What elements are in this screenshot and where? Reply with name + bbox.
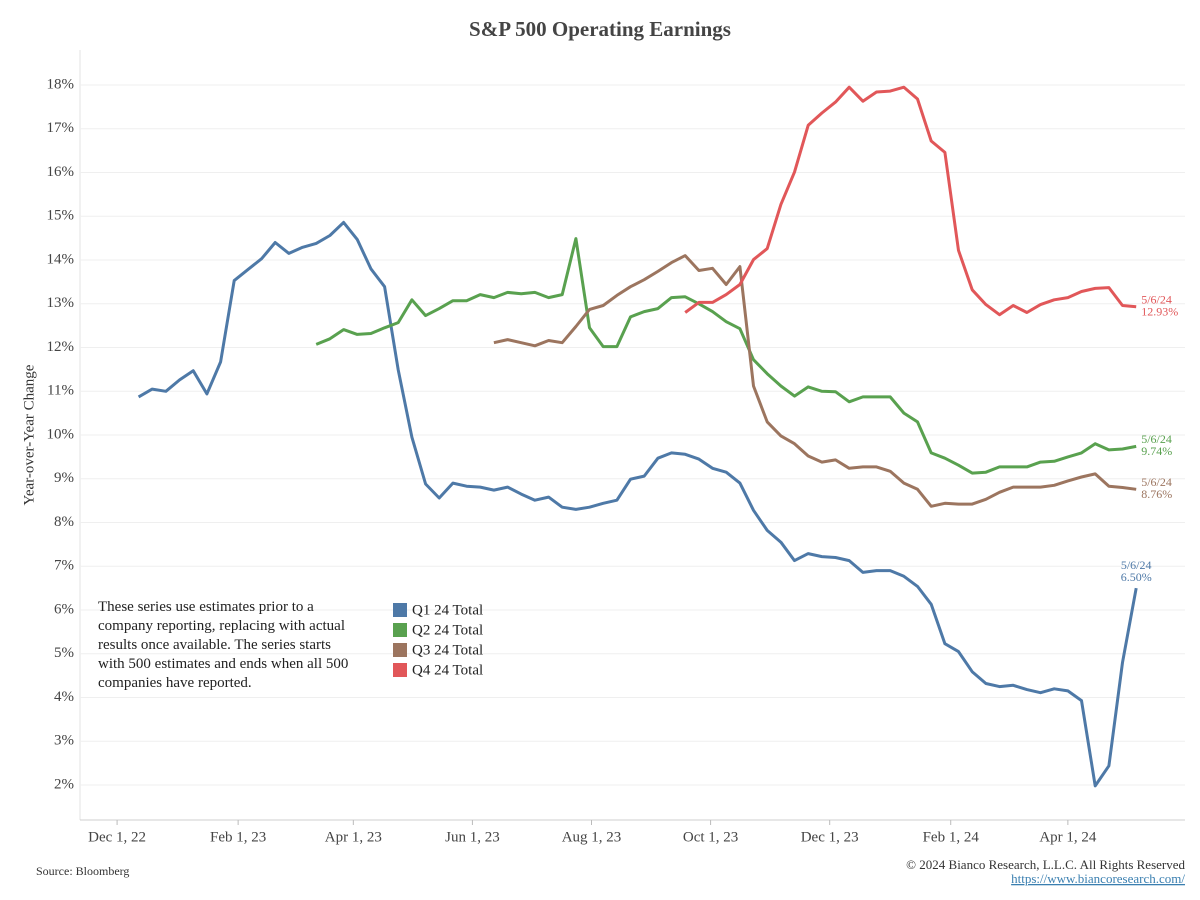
x-tick-label: Dec 1, 23: [801, 829, 859, 845]
y-tick-label: 5%: [54, 645, 74, 661]
legend-label: Q2 24 Total: [412, 622, 483, 638]
copyright: © 2024 Bianco Research, L.L.C. All Right…: [906, 857, 1185, 872]
y-tick-label: 7%: [54, 558, 74, 574]
legend-swatch: [393, 643, 407, 657]
end-value-label: 12.93%: [1141, 305, 1178, 319]
y-tick-label: 16%: [47, 164, 75, 180]
chart-title: S&P 500 Operating Earnings: [469, 17, 731, 41]
end-date-label: 5/6/24: [1141, 475, 1172, 489]
url-link[interactable]: https://www.biancoresearch.com/: [1011, 871, 1185, 886]
x-tick-label: Apr 1, 24: [1039, 829, 1097, 845]
legend-label: Q4 24 Total: [412, 662, 483, 678]
y-tick-label: 2%: [54, 776, 74, 792]
y-tick-label: 4%: [54, 689, 74, 705]
y-tick-label: 6%: [54, 601, 74, 617]
y-tick-label: 10%: [47, 426, 75, 442]
source: Source: Bloomberg: [36, 864, 129, 878]
end-date-label: 5/6/24: [1121, 558, 1152, 572]
legend-swatch: [393, 623, 407, 637]
y-tick-label: 8%: [54, 514, 74, 530]
y-tick-label: 12%: [47, 339, 75, 355]
y-tick-label: 17%: [47, 120, 75, 136]
x-tick-label: Dec 1, 22: [88, 829, 146, 845]
y-tick-label: 9%: [54, 470, 74, 486]
x-tick-label: Jun 1, 23: [445, 829, 500, 845]
y-tick-label: 11%: [47, 383, 74, 399]
y-tick-label: 18%: [47, 76, 75, 92]
end-date-label: 5/6/24: [1141, 432, 1172, 446]
x-tick-label: Apr 1, 23: [325, 829, 382, 845]
note: These series use estimates prior to a co…: [98, 599, 349, 691]
x-tick-label: Feb 1, 23: [210, 829, 266, 845]
end-value-label: 9.74%: [1141, 444, 1172, 458]
x-tick-label: Feb 1, 24: [923, 829, 980, 845]
series-line: [137, 220, 1138, 788]
legend-label: Q3 24 Total: [412, 642, 483, 658]
x-tick-label: Oct 1, 23: [683, 829, 738, 845]
end-value-label: 8.76%: [1141, 487, 1172, 501]
y-tick-label: 13%: [47, 295, 75, 311]
series-line: [315, 237, 1137, 475]
series-line: [684, 85, 1137, 317]
y-tick-label: 15%: [47, 208, 75, 224]
series-line: [493, 254, 1137, 508]
y-axis-label: Year-over-Year Change: [21, 364, 37, 505]
legend-swatch: [393, 603, 407, 617]
x-tick-label: Aug 1, 23: [562, 829, 622, 845]
legend-label: Q1 24 Total: [412, 602, 483, 618]
y-tick-label: 14%: [47, 251, 75, 267]
end-value-label: 6.50%: [1121, 570, 1152, 584]
legend-swatch: [393, 663, 407, 677]
y-tick-label: 3%: [54, 733, 74, 749]
end-date-label: 5/6/24: [1141, 293, 1172, 307]
